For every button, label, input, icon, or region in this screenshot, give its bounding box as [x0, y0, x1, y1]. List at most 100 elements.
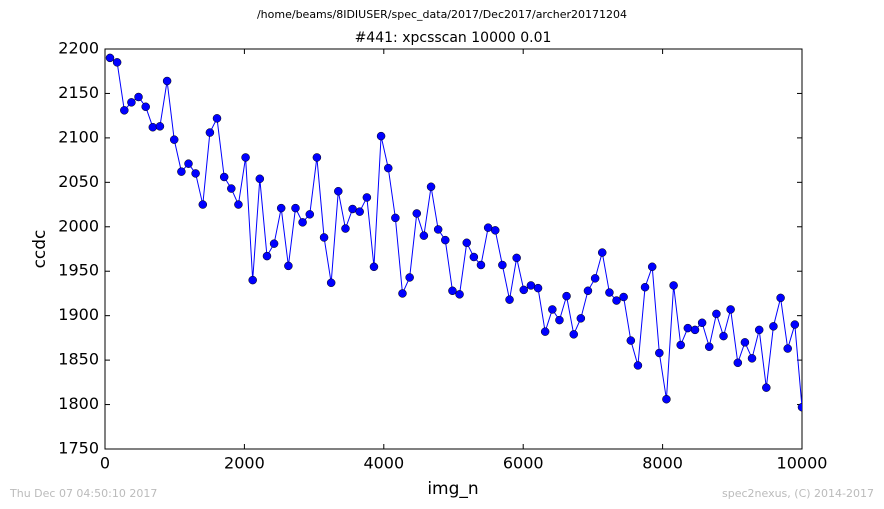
y-tick-label: 1750 [58, 439, 99, 458]
data-point [754, 325, 764, 335]
data-point [112, 58, 122, 67]
data-point [697, 318, 707, 328]
y-tick-label: 1900 [58, 305, 99, 324]
data-point [362, 193, 372, 202]
data-point [790, 320, 800, 329]
data-point [455, 290, 464, 299]
data-point [391, 213, 400, 223]
data-point [433, 225, 443, 234]
data-point [162, 76, 172, 86]
data-point [633, 361, 643, 370]
y-tick-label: 1850 [58, 350, 99, 369]
data-point [669, 281, 678, 290]
data-point [419, 231, 429, 240]
data-point [712, 309, 721, 319]
data-point [227, 184, 236, 193]
footer-left: Thu Dec 07 04:50:10 2017 [9, 487, 157, 500]
data-point [205, 128, 215, 137]
data-point [326, 278, 336, 288]
data-point [776, 293, 785, 303]
data-point [448, 286, 457, 296]
data-point [462, 238, 471, 248]
data-point [619, 292, 628, 302]
data-point [284, 261, 293, 271]
data-point [369, 262, 379, 272]
y-tick-label: 2200 [58, 39, 99, 58]
data-point [269, 239, 279, 248]
data-point [519, 285, 529, 295]
data-point [491, 226, 500, 235]
data-point [291, 203, 300, 213]
data-point [747, 354, 757, 363]
data-point [483, 223, 493, 232]
data-point [612, 296, 621, 305]
x-tick-label: 10000 [777, 454, 828, 473]
data-point [398, 289, 407, 298]
data-point [526, 281, 536, 290]
data-point [255, 174, 265, 184]
x-tick-label: 0 [100, 454, 110, 473]
data-point [783, 344, 792, 353]
data-point [704, 342, 714, 352]
x-tick-label: 8000 [642, 454, 683, 473]
y-tick-label: 2100 [58, 127, 99, 146]
data-point [412, 209, 422, 218]
data-point [241, 153, 250, 162]
data-point [797, 402, 802, 412]
data-point [219, 172, 229, 182]
data-point [384, 163, 393, 173]
data-point [576, 314, 586, 323]
data-point [540, 327, 550, 336]
data-point [562, 291, 571, 301]
y-tick-label: 1950 [58, 261, 99, 280]
data-point [662, 394, 671, 404]
x-axis-label: img_n [427, 479, 478, 499]
data-point [155, 122, 165, 131]
y-axis-label: ccdc [30, 230, 50, 269]
data-point [569, 330, 578, 339]
data-point [426, 182, 436, 192]
data-point [605, 288, 614, 297]
data-point [169, 135, 179, 144]
data-point [655, 348, 664, 358]
data-point [184, 159, 193, 168]
data-point [127, 98, 136, 107]
data-point [469, 252, 479, 262]
y-tick-label: 2050 [58, 172, 99, 191]
data-point [498, 260, 507, 270]
data-point [105, 53, 115, 63]
data-point [441, 235, 450, 245]
data-point [626, 336, 636, 345]
data-point [312, 153, 322, 162]
data-point [740, 338, 750, 347]
data-point [583, 286, 593, 296]
chart-title: #441: xpcsscan 10000 0.01 [355, 30, 552, 46]
suptitle: /home/beams/8IDIUSER/spec_data/2017/Dec2… [257, 8, 627, 21]
plot-area [105, 53, 802, 412]
footer-right: spec2nexus, (C) 2014-2017 [722, 487, 874, 500]
data-point [262, 251, 272, 261]
data-point [726, 305, 735, 314]
data-point [191, 169, 200, 178]
data-point [141, 102, 150, 112]
plot-frame [104, 48, 803, 450]
data-point [512, 253, 521, 263]
data-point [597, 248, 607, 257]
data-point [198, 200, 208, 209]
data-point [640, 282, 650, 292]
data-point [212, 114, 222, 123]
data-point [676, 340, 685, 350]
x-tick-label: 2000 [224, 454, 265, 473]
data-point [762, 383, 771, 392]
x-tick-label: 4000 [363, 454, 404, 473]
data-point [177, 167, 186, 176]
data-point [476, 260, 486, 270]
y-tick-label: 2000 [58, 216, 99, 235]
data-point [533, 283, 543, 293]
y-tick-label: 2150 [58, 83, 99, 102]
data-point [719, 331, 728, 341]
data-point [248, 275, 257, 285]
data-point [505, 295, 514, 304]
data-point [305, 210, 315, 219]
